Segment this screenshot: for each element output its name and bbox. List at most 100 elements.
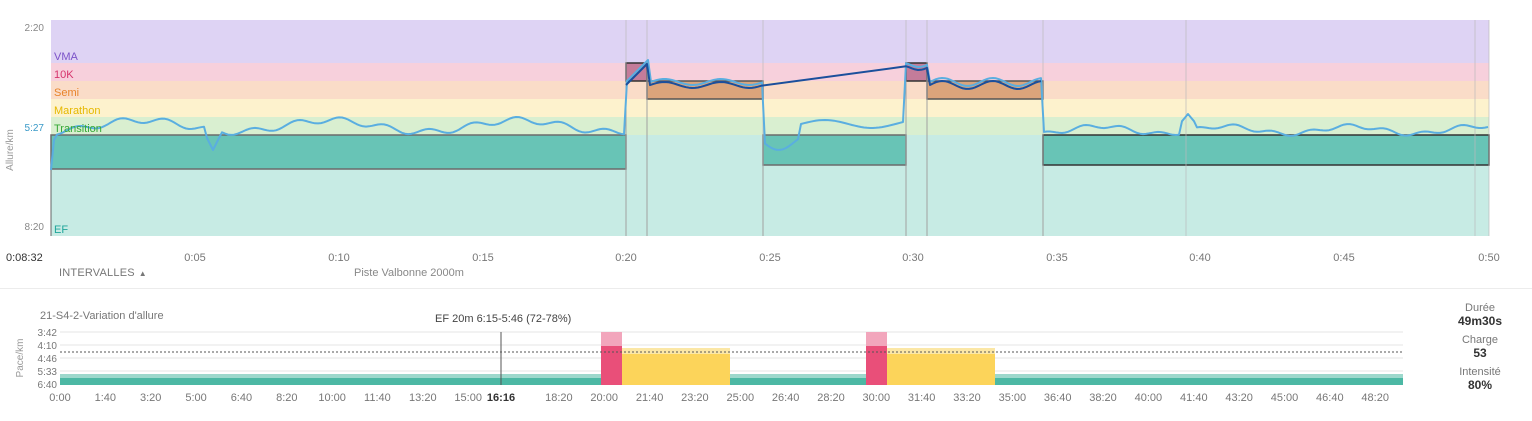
zone-label-5: EF xyxy=(54,224,68,236)
workout-x-tick-26: 45:00 xyxy=(1271,392,1299,404)
workout-x-tick-9: 15:00 xyxy=(454,392,482,404)
workout-x-tick-28: 48:20 xyxy=(1361,392,1389,404)
workout-y-label: Pace/km xyxy=(15,339,26,378)
ef-bar-3 xyxy=(730,378,866,385)
stats-panel: Durée 49m30s Charge 53 Intensité 80% xyxy=(1430,302,1530,398)
fast-bar-4 xyxy=(866,346,887,385)
ef-bar-6 xyxy=(995,378,1403,385)
zone-label-3: Marathon xyxy=(54,105,100,117)
medium-bar-band-5 xyxy=(887,348,995,354)
workout-y-tick-0: 3:42 xyxy=(38,328,58,339)
ef-bar-0 xyxy=(60,378,601,385)
workout-y-tick-1: 4:10 xyxy=(38,341,58,352)
workout-x-tick-7: 11:40 xyxy=(364,392,391,404)
fast-bar-1 xyxy=(601,346,622,385)
fast-bar-band-4 xyxy=(866,332,887,346)
annotation: EF 20m 6:15-5:46 (72-78%) xyxy=(435,313,571,325)
x-axis-top: 0:05 0:10 0:15 0:20 0:25 0:30 0:35 0:40 0:45 0:50 xyxy=(184,252,1499,264)
x-tick-top-6: 0:35 xyxy=(1046,252,1067,264)
workout-x-tick-24: 41:40 xyxy=(1180,392,1208,404)
workout-x-tick-23: 40:00 xyxy=(1135,392,1163,404)
ef-bar-band-6 xyxy=(995,374,1403,378)
workout-x-tick-20: 35:00 xyxy=(999,392,1027,404)
x-tick-top-1: 0:10 xyxy=(328,252,349,264)
zone-label-2: Semi xyxy=(54,87,79,99)
y-tick-bottom: 8:20 xyxy=(25,222,45,233)
zone-labels: VMA 10K Semi Marathon Transition EF xyxy=(54,51,102,236)
medium-bar-2 xyxy=(622,354,730,385)
workout-x-tick-12: 21:40 xyxy=(636,392,664,404)
medium-bar-5 xyxy=(887,354,995,385)
workout-y-tick-4: 6:40 xyxy=(38,380,58,391)
workout-y-tick-3: 5:33 xyxy=(38,367,58,378)
workout-x-tick-21: 36:40 xyxy=(1044,392,1072,404)
workout-x-tick-22: 38:20 xyxy=(1089,392,1117,404)
intervals-label: INTERVALLES xyxy=(59,267,135,279)
cursor-label: 16:16 xyxy=(487,392,515,404)
workout-x-tick-19: 33:20 xyxy=(953,392,981,404)
workout-x-tick-5: 8:20 xyxy=(276,392,297,404)
x-tick-top-4: 0:25 xyxy=(759,252,780,264)
intervals-toggle[interactable]: INTERVALLES ▲ xyxy=(59,267,147,279)
zone-4 xyxy=(51,117,1489,135)
workout-x-tick-6: 10:00 xyxy=(318,392,346,404)
workout-x-tick-14: 25:00 xyxy=(727,392,755,404)
zone-label-1: 10K xyxy=(54,69,74,81)
y-axis-label: Allure/km xyxy=(5,129,16,171)
workout-x-tick-8: 13:20 xyxy=(409,392,437,404)
x-tick-top-3: 0:20 xyxy=(615,252,636,264)
zone-label-4: Transition xyxy=(54,123,102,135)
y-tick-top: 2:20 xyxy=(25,23,45,34)
zone-0 xyxy=(51,20,1489,63)
x-tick-top-9: 0:50 xyxy=(1478,252,1499,264)
zone-1 xyxy=(51,63,1489,81)
start-time: 0:08:32 xyxy=(6,252,43,264)
x-tick-top-8: 0:45 xyxy=(1333,252,1354,264)
workout-chart[interactable]: EF 20m 6:15-5:46 (72-78%) Pace/km 3:42 4:… xyxy=(0,288,1430,421)
intensity-label: Intensité xyxy=(1459,366,1501,378)
x-tick-top-5: 0:30 xyxy=(902,252,923,264)
interval-block-3 xyxy=(762,134,907,166)
workout-x-tick-16: 28:20 xyxy=(817,392,845,404)
medium-bar-band-2 xyxy=(622,348,730,354)
ef-bar-band-0 xyxy=(60,374,601,378)
workout-x-tick-3: 5:00 xyxy=(185,392,206,404)
location-label: Piste Valbonne 2000m xyxy=(354,267,464,279)
pace-zones xyxy=(51,20,1489,236)
workout-x-tick-13: 23:20 xyxy=(681,392,709,404)
interval-block-2 xyxy=(646,80,764,100)
workout-x-tick-1: 1:40 xyxy=(95,392,116,404)
workout-y-ticks: 3:42 4:10 4:46 5:33 6:40 xyxy=(38,328,58,391)
workout-y-tick-2: 4:46 xyxy=(38,354,58,365)
workout-x-tick-2: 3:20 xyxy=(140,392,161,404)
workout-x-tick-15: 26:40 xyxy=(772,392,800,404)
x-tick-top-2: 0:15 xyxy=(472,252,493,264)
workout-x-tick-4: 6:40 xyxy=(231,392,252,404)
pace-chart[interactable]: VMA 10K Semi Marathon Transition EF Allure/km… xyxy=(0,0,1532,288)
load-value: 53 xyxy=(1473,346,1487,360)
fast-bar-band-1 xyxy=(601,332,622,346)
pace-line-dark xyxy=(625,63,1042,90)
interval-block-0 xyxy=(50,134,627,170)
interval-block-6 xyxy=(1042,134,1490,166)
workout-x-tick-17: 30:00 xyxy=(863,392,891,404)
workout-x-tick-27: 46:40 xyxy=(1316,392,1344,404)
ef-bar-band-3 xyxy=(730,374,866,378)
workout-x-axis: 0:00 1:40 3:20 5:00 6:40 8:20 10:00 11:40 13:20 1… xyxy=(49,392,1389,404)
x-tick-top-0: 0:05 xyxy=(184,252,205,264)
workout-x-tick-11: 20:00 xyxy=(590,392,618,404)
workout-x-tick-0: 0:00 xyxy=(49,392,70,404)
workout-title: 21-S4-2-Variation d'allure xyxy=(40,310,164,322)
load-label: Charge xyxy=(1461,334,1499,346)
workout-x-tick-25: 43:20 xyxy=(1225,392,1253,404)
zone-label-0: VMA xyxy=(54,51,79,63)
zone-3 xyxy=(51,99,1489,117)
y-tick-mid: 5:27 xyxy=(25,123,45,134)
caret-up-icon: ▲ xyxy=(138,269,147,278)
duration-label: Durée xyxy=(1465,302,1495,314)
workout-bars xyxy=(60,332,1403,385)
x-tick-top-7: 0:40 xyxy=(1189,252,1210,264)
duration-value: 49m30s xyxy=(1457,314,1503,328)
intensity-value: 80% xyxy=(1467,378,1493,392)
workout-x-tick-18: 31:40 xyxy=(908,392,936,404)
